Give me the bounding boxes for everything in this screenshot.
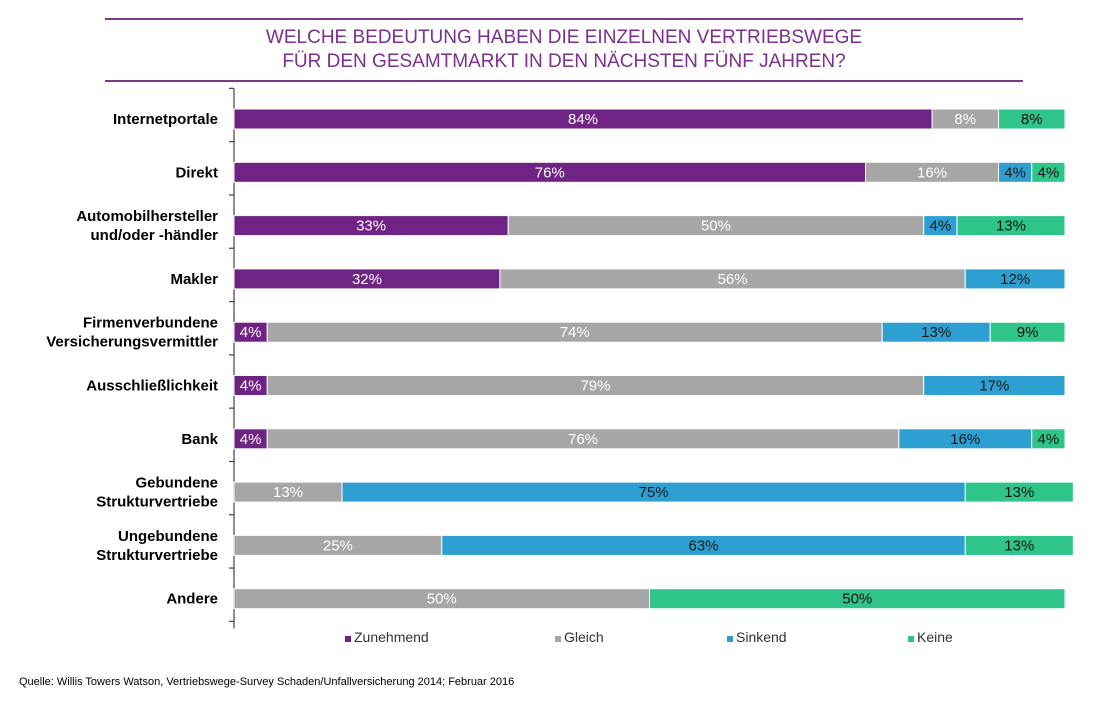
data-label: 9% xyxy=(1017,324,1039,341)
data-label: 32% xyxy=(352,271,382,288)
bar-segment xyxy=(649,588,1066,610)
data-label: 84% xyxy=(568,111,598,128)
data-label: 75% xyxy=(639,484,669,501)
legend-swatch xyxy=(908,636,914,642)
chart-title-line-1: WELCHE BEDEUTUNG HABEN DIE EINZELNEN VER… xyxy=(265,27,863,48)
data-label: 13% xyxy=(996,218,1026,235)
category-label: Gebundene Strukturvertriebe xyxy=(96,475,218,511)
data-label: 4% xyxy=(1004,164,1026,181)
category-label-line: Makler xyxy=(170,271,218,288)
category-label: Internetportale xyxy=(113,111,218,128)
data-label: 56% xyxy=(718,271,748,288)
data-label: 13% xyxy=(1004,537,1034,554)
data-label: 63% xyxy=(688,537,718,554)
category-label-line: Versicherungsvermittler xyxy=(46,334,218,351)
data-label: 79% xyxy=(580,378,610,395)
legend-label: Keine xyxy=(917,629,953,645)
category-label-line: Internetportale xyxy=(113,111,218,128)
category-label-line: Strukturvertriebe xyxy=(96,494,218,511)
category-label-line: Strukturvertriebe xyxy=(96,547,218,564)
chart-title-line-2: FÜR DEN GESAMTMARKT IN DEN NÄCHSTEN FÜNF… xyxy=(282,51,846,72)
data-label: 16% xyxy=(917,164,947,181)
legend-label: Sinkend xyxy=(736,629,787,645)
source-note: Quelle: Willis Towers Watson, Vertriebsw… xyxy=(19,676,515,688)
bar-segment xyxy=(1031,428,1066,450)
category-label: Ungebundene Strukturvertriebe xyxy=(96,528,218,564)
category-label: Bank xyxy=(181,431,218,448)
legend-swatch xyxy=(727,636,733,642)
data-label: 8% xyxy=(954,111,976,128)
data-label: 4% xyxy=(240,324,262,341)
data-label: 17% xyxy=(979,378,1009,395)
category-label-line: Bank xyxy=(181,431,218,448)
category-label: Direkt xyxy=(175,164,218,181)
legend-label: Gleich xyxy=(564,629,604,645)
category-label: Automobilhersteller und/oder -händler xyxy=(76,208,218,244)
data-label: 13% xyxy=(1004,484,1034,501)
bar-segment xyxy=(964,481,1074,503)
category-label-line: Direkt xyxy=(175,164,218,181)
data-label: 50% xyxy=(701,218,731,235)
category-label: Firmenverbundene Versicherungsvermittler xyxy=(46,315,218,351)
category-label-line: Gebundene xyxy=(135,475,218,492)
bar-segment xyxy=(964,268,1066,290)
bar-segment xyxy=(989,321,1066,343)
data-label: 16% xyxy=(950,431,980,448)
legend-label: Zunehmend xyxy=(354,629,429,645)
data-label: 4% xyxy=(930,218,952,235)
category-label-line: und/oder -händler xyxy=(91,227,219,244)
bar-segment xyxy=(998,108,1066,130)
data-label: 4% xyxy=(1038,431,1060,448)
chart-title: WELCHE BEDEUTUNG HABEN DIE EINZELNEN VER… xyxy=(105,18,1023,82)
data-label: 74% xyxy=(560,324,590,341)
category-label: Ausschließlichkeit xyxy=(86,378,218,395)
bar-segment xyxy=(964,534,1074,556)
legend-swatch xyxy=(345,636,351,642)
data-label: 13% xyxy=(273,484,303,501)
category-label: Andere xyxy=(166,591,218,608)
data-label: 50% xyxy=(842,591,872,608)
data-label: 12% xyxy=(1000,271,1030,288)
data-label: 8% xyxy=(1021,111,1043,128)
category-label-line: Firmenverbundene xyxy=(83,315,218,332)
data-label: 50% xyxy=(427,591,457,608)
category-label-line: Ausschließlichkeit xyxy=(86,378,218,395)
bar-segment xyxy=(1031,161,1066,183)
category-label-line: Ungebundene xyxy=(118,528,218,545)
bar-segment xyxy=(923,375,1066,396)
data-label: 76% xyxy=(535,164,565,181)
legend-swatch xyxy=(555,636,561,642)
data-label: 4% xyxy=(240,378,262,395)
data-label: 13% xyxy=(921,324,951,341)
category-label-line: Andere xyxy=(166,591,218,608)
bar-segment xyxy=(956,215,1066,237)
category-label-line: Automobilhersteller xyxy=(76,208,218,225)
data-label: 33% xyxy=(356,218,386,235)
data-label: 76% xyxy=(568,431,598,448)
category-label: Makler xyxy=(170,271,218,288)
data-label: 4% xyxy=(240,431,262,448)
data-label: 25% xyxy=(323,537,353,554)
data-label: 4% xyxy=(1038,164,1060,181)
